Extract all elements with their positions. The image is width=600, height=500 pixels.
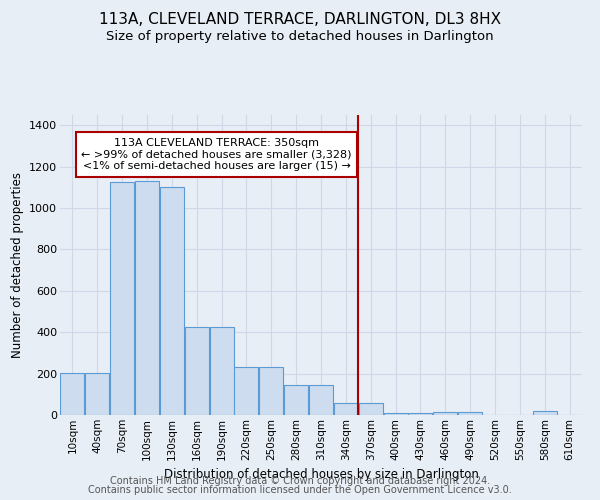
Bar bbox=[209, 327, 233, 415]
Text: Contains public sector information licensed under the Open Government Licence v3: Contains public sector information licen… bbox=[88, 485, 512, 495]
Text: Contains HM Land Registry data © Crown copyright and database right 2024.: Contains HM Land Registry data © Crown c… bbox=[110, 476, 490, 486]
X-axis label: Distribution of detached houses by size in Darlington: Distribution of detached houses by size … bbox=[164, 468, 478, 481]
Bar bbox=[235, 368, 259, 415]
Bar bbox=[334, 403, 358, 415]
Bar bbox=[259, 368, 283, 415]
Y-axis label: Number of detached properties: Number of detached properties bbox=[11, 172, 23, 358]
Text: Size of property relative to detached houses in Darlington: Size of property relative to detached ho… bbox=[106, 30, 494, 43]
Bar bbox=[433, 412, 457, 415]
Text: 113A CLEVELAND TERRACE: 350sqm
← >99% of detached houses are smaller (3,328)
<1%: 113A CLEVELAND TERRACE: 350sqm ← >99% of… bbox=[82, 138, 352, 171]
Bar bbox=[383, 413, 407, 415]
Bar bbox=[309, 385, 333, 415]
Bar bbox=[409, 413, 433, 415]
Bar bbox=[458, 412, 482, 415]
Bar bbox=[533, 412, 557, 415]
Bar bbox=[359, 403, 383, 415]
Bar bbox=[284, 385, 308, 415]
Bar bbox=[135, 181, 159, 415]
Text: 113A, CLEVELAND TERRACE, DARLINGTON, DL3 8HX: 113A, CLEVELAND TERRACE, DARLINGTON, DL3… bbox=[99, 12, 501, 28]
Bar bbox=[85, 372, 109, 415]
Bar bbox=[110, 182, 134, 415]
Bar bbox=[185, 327, 209, 415]
Bar bbox=[160, 188, 184, 415]
Bar bbox=[61, 372, 85, 415]
